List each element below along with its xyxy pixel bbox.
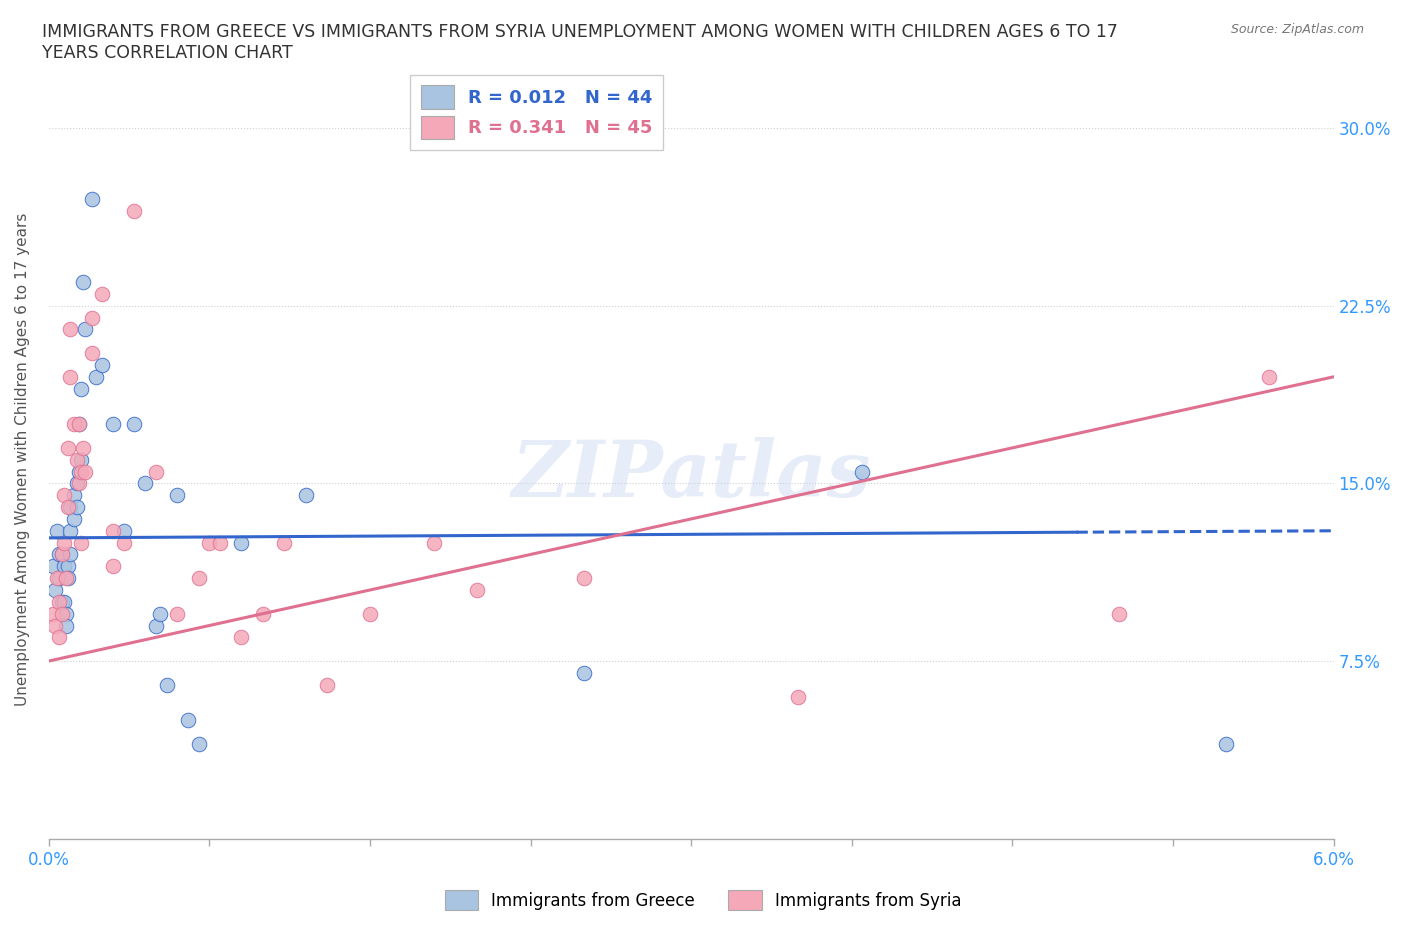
Point [273,535,295,550]
Point [65,452,87,467]
Point [59,499,82,514]
Point [55,618,77,633]
Legend: Immigrants from Greece, Immigrants from Syria: Immigrants from Greece, Immigrants from … [437,884,969,917]
Point [465,582,488,597]
Point [198,535,221,550]
Point [80,192,103,206]
Point [166,606,188,621]
Point [63,417,86,432]
Point [52,594,75,609]
Point [177,712,200,727]
Point [231,535,253,550]
Point [187,737,209,751]
Point [67,417,90,432]
Point [46,571,69,586]
Point [65,476,87,491]
Point [75,322,97,337]
Point [52,559,75,574]
Point [48,630,70,644]
Point [70,535,93,550]
Point [101,417,124,432]
Point [187,571,209,586]
Point [48,547,70,562]
Point [56,499,79,514]
Point [149,606,172,621]
Point [67,476,90,491]
Point [124,417,146,432]
Point [42,606,65,621]
Point [155,677,177,692]
Point [145,618,167,633]
Point [134,476,156,491]
Point [63,512,86,526]
Point [80,346,103,361]
Point [851,464,873,479]
Point [59,524,82,538]
Point [44,618,66,633]
Point [91,357,114,372]
Point [101,559,124,574]
Point [209,535,232,550]
Point [70,464,93,479]
Point [231,630,253,644]
Point [316,677,339,692]
Point [56,571,79,586]
Legend: R = 0.012   N = 44, R = 0.341   N = 45: R = 0.012 N = 44, R = 0.341 N = 45 [411,74,664,150]
Point [52,535,75,550]
Point [75,464,97,479]
Point [294,488,316,503]
Point [359,606,381,621]
Point [787,689,810,704]
Point [70,381,93,396]
Point [252,606,274,621]
Point [572,666,595,681]
Point [59,322,82,337]
Text: Source: ZipAtlas.com: Source: ZipAtlas.com [1230,23,1364,36]
Point [51,606,73,621]
Point [80,311,103,325]
Point [91,286,114,301]
Point [572,571,595,586]
Text: IMMIGRANTS FROM GREECE VS IMMIGRANTS FROM SYRIA UNEMPLOYMENT AMONG WOMEN WITH CH: IMMIGRANTS FROM GREECE VS IMMIGRANTS FRO… [42,23,1118,62]
Point [1108,606,1130,621]
Point [51,594,73,609]
Point [48,594,70,609]
Point [56,441,79,456]
Point [423,535,446,550]
Point [72,441,94,456]
Point [1258,369,1281,384]
Point [84,369,107,384]
Point [65,499,87,514]
Point [101,524,124,538]
Point [145,464,167,479]
Point [55,606,77,621]
Point [42,559,65,574]
Point [56,559,79,574]
Y-axis label: Unemployment Among Women with Children Ages 6 to 17 years: Unemployment Among Women with Children A… [15,213,30,707]
Point [55,571,77,586]
Point [67,464,90,479]
Point [112,524,135,538]
Point [1215,737,1237,751]
Point [112,535,135,550]
Point [59,547,82,562]
Point [52,488,75,503]
Point [124,204,146,219]
Point [67,417,90,432]
Point [59,369,82,384]
Point [48,571,70,586]
Point [166,488,188,503]
Text: ZIPatlas: ZIPatlas [512,436,870,513]
Point [63,488,86,503]
Point [44,582,66,597]
Point [72,274,94,289]
Point [51,547,73,562]
Point [51,547,73,562]
Point [46,524,69,538]
Point [70,452,93,467]
